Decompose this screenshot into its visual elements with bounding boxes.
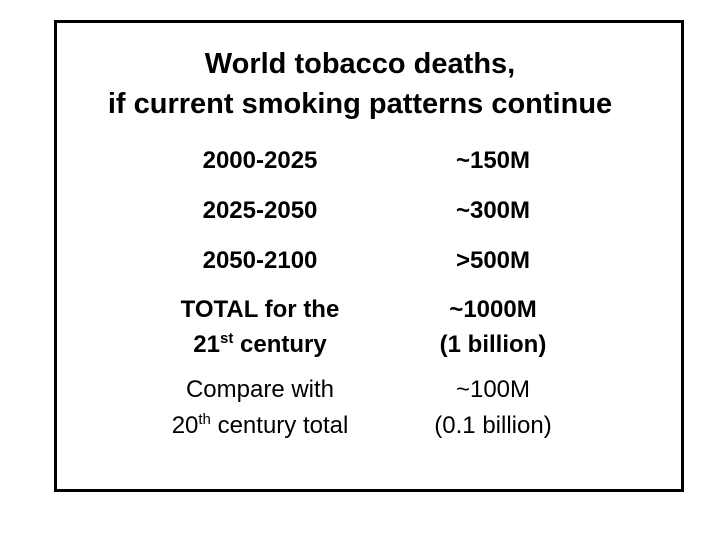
total-century-text: century	[233, 331, 327, 358]
compare-century-suffix: th	[198, 411, 211, 428]
compare-century-text: century total	[210, 412, 349, 439]
deaths-value: >500M	[455, 247, 531, 274]
total-century-number: 21	[193, 331, 220, 358]
period-label: 2050-2100	[202, 247, 318, 274]
period-label: 2000-2025	[202, 147, 318, 174]
compare-label-line-1: Compare with	[185, 376, 335, 403]
slide-title-line-2: if current smoking patterns continue	[107, 88, 613, 120]
total-value-line-1: ~1000M	[449, 296, 537, 323]
total-label-line-1: TOTAL for the	[180, 296, 340, 323]
slide-frame	[54, 20, 684, 492]
total-label-line-2: 21st century	[110, 327, 410, 363]
total-value-line-2: (1 billion)	[439, 331, 547, 358]
slide-title-line-1: World tobacco deaths,	[204, 48, 516, 80]
compare-value-line-1: ~100M	[455, 376, 531, 403]
compare-century-number: 20	[171, 412, 199, 439]
total-century-suffix: st	[219, 330, 234, 347]
period-label: 2025-2050	[202, 197, 318, 224]
compare-label-line-2: 20th century total	[110, 408, 410, 444]
compare-value-line-2: (0.1 billion)	[434, 412, 552, 439]
deaths-value: ~150M	[455, 147, 531, 174]
deaths-value: ~300M	[455, 197, 531, 224]
